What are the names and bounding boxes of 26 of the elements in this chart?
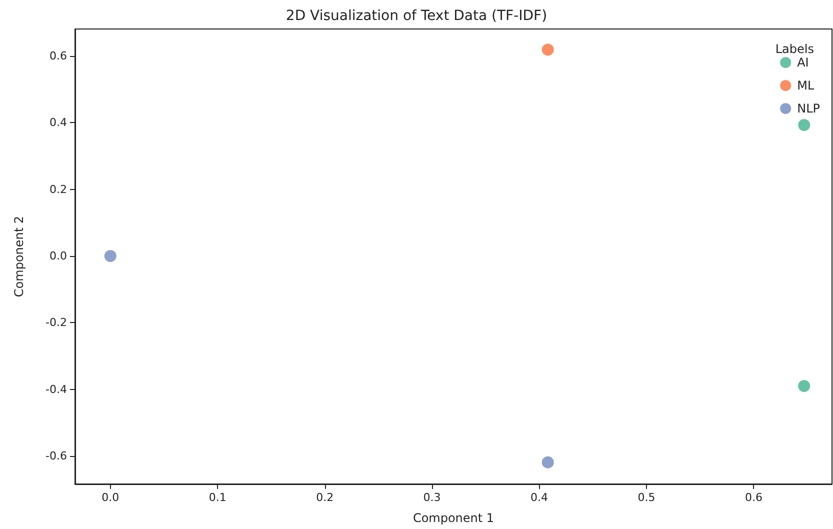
point	[797, 118, 812, 132]
chart-title: 2D Visualization of Text Data (TF-IDF)	[286, 8, 548, 24]
legend-label: NLP	[797, 102, 820, 116]
y-tick-label: -0.4	[46, 382, 67, 396]
x-tick-label: 0.2	[316, 491, 334, 504]
x-tick-label: 0.0	[102, 491, 120, 504]
x-tick-label: 0.6	[744, 491, 762, 504]
x-tick-label: 0.5	[638, 491, 656, 504]
y-tick-label: -0.2	[46, 316, 67, 330]
x-tick-label: 0.4	[530, 491, 548, 504]
legend-title: Labels	[775, 42, 814, 56]
x-axis-title: Component 1	[412, 511, 494, 525]
y-tick-label: 0.2	[50, 182, 67, 196]
y-tick-label: 0.4	[50, 116, 67, 130]
y-tick-label: -0.6	[46, 450, 67, 462]
point	[540, 455, 555, 470]
y-tick-label: 0.6	[50, 50, 67, 62]
y-axis-title: Component 2	[12, 216, 26, 298]
point	[797, 379, 812, 393]
point	[540, 42, 555, 57]
legend-label: ML	[797, 78, 814, 92]
point	[103, 249, 118, 263]
y-tick-label: 0.0	[50, 250, 67, 262]
x-tick-label: 0.1	[208, 491, 226, 504]
x-tick-label: 0.3	[423, 491, 441, 504]
legend-label: AI	[797, 56, 809, 70]
